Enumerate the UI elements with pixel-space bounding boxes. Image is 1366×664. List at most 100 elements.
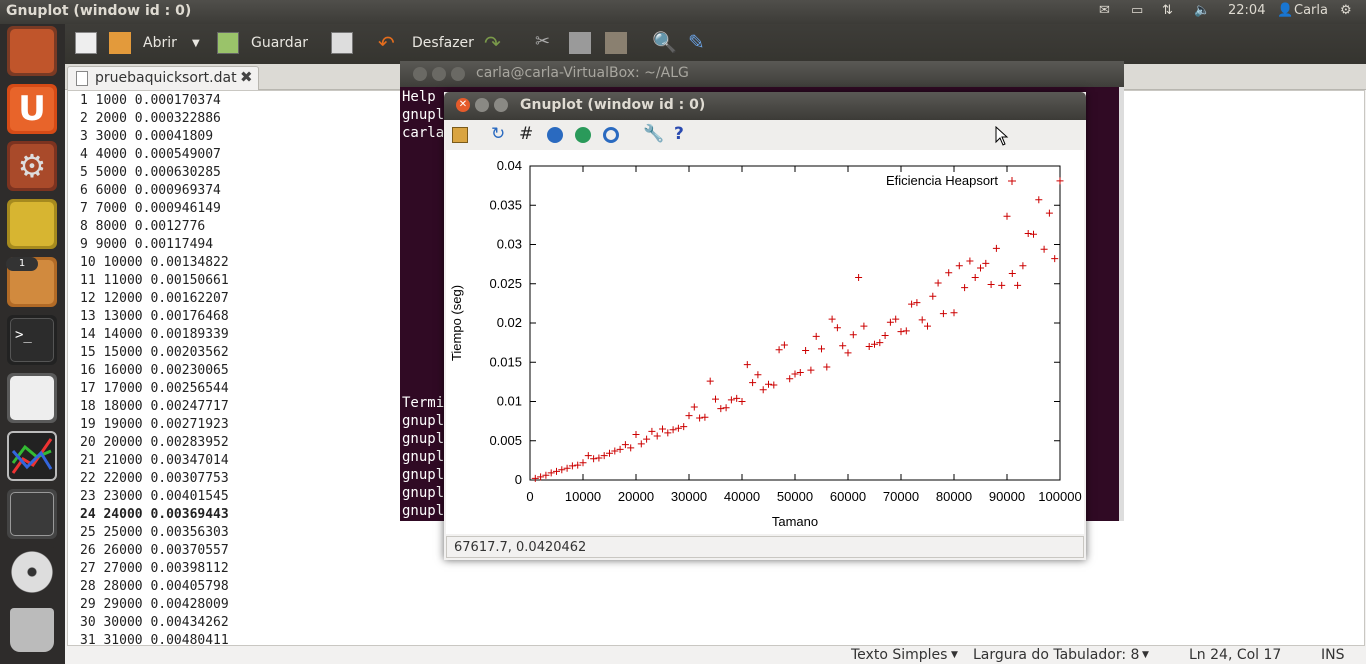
data-point[interactable] bbox=[690, 403, 698, 411]
help-icon[interactable]: ? bbox=[674, 124, 684, 144]
cut-icon[interactable]: ✂ bbox=[535, 31, 551, 52]
text-line[interactable]: 16 16000 0.00230065 bbox=[80, 363, 229, 378]
data-point[interactable] bbox=[770, 381, 778, 389]
data-point[interactable] bbox=[775, 346, 783, 354]
data-point[interactable] bbox=[918, 316, 926, 324]
data-point[interactable] bbox=[1051, 255, 1059, 263]
maximize-icon[interactable] bbox=[451, 67, 465, 81]
data-point[interactable] bbox=[871, 340, 878, 348]
data-point[interactable] bbox=[537, 473, 545, 481]
data-point[interactable] bbox=[669, 426, 677, 434]
data-point[interactable] bbox=[1030, 230, 1037, 238]
data-point[interactable] bbox=[897, 328, 905, 336]
data-point[interactable] bbox=[648, 427, 656, 435]
data-point[interactable] bbox=[1045, 209, 1053, 217]
data-point[interactable] bbox=[844, 349, 852, 357]
data-point[interactable] bbox=[616, 445, 624, 453]
data-point[interactable] bbox=[659, 425, 666, 433]
data-point[interactable] bbox=[807, 366, 815, 374]
text-line[interactable]: 14 14000 0.00189339 bbox=[80, 327, 229, 342]
data-point[interactable] bbox=[1019, 262, 1027, 270]
ubuntu-one-icon[interactable]: U bbox=[7, 84, 57, 134]
terminal-titlebar[interactable]: carla@carla-VirtualBox: ~/ALG bbox=[400, 61, 1124, 87]
data-point[interactable] bbox=[685, 412, 693, 420]
data-point[interactable] bbox=[632, 430, 640, 438]
data-point[interactable] bbox=[855, 273, 863, 281]
data-point[interactable] bbox=[839, 342, 847, 350]
teapot-icon[interactable] bbox=[7, 199, 57, 249]
text-line[interactable]: 26 26000 0.00370557 bbox=[80, 543, 229, 558]
data-point[interactable] bbox=[701, 413, 709, 421]
data-point[interactable] bbox=[706, 377, 714, 385]
data-point[interactable] bbox=[574, 461, 582, 469]
user-icon[interactable]: 👤 bbox=[1277, 3, 1294, 18]
data-point[interactable] bbox=[579, 459, 587, 467]
text-editor-icon[interactable] bbox=[7, 373, 57, 423]
text-line[interactable]: 21 21000 0.00347014 bbox=[80, 453, 229, 468]
data-point[interactable] bbox=[892, 315, 900, 323]
data-point[interactable] bbox=[696, 414, 704, 422]
terminal-icon[interactable]: >_ bbox=[7, 315, 57, 365]
data-point[interactable] bbox=[727, 396, 735, 404]
text-line[interactable]: 11 11000 0.00150661 bbox=[80, 273, 229, 288]
text-line[interactable]: 7 7000 0.000946149 bbox=[80, 201, 221, 216]
text-line[interactable]: 15 15000 0.00203562 bbox=[80, 345, 229, 360]
data-point[interactable] bbox=[1008, 270, 1016, 278]
chevron-down-icon[interactable]: ▼ bbox=[1142, 650, 1149, 660]
data-point[interactable] bbox=[924, 322, 931, 330]
syntax-selector[interactable]: Texto Simples bbox=[851, 647, 948, 663]
text-line[interactable]: 30 30000 0.00434262 bbox=[80, 615, 229, 630]
data-point[interactable] bbox=[977, 264, 984, 272]
system-settings-icon[interactable]: ⚙ bbox=[7, 141, 57, 191]
data-point[interactable] bbox=[606, 449, 613, 457]
network-icon[interactable]: ⇅ bbox=[1162, 3, 1173, 18]
data-point[interactable] bbox=[531, 474, 539, 482]
data-point[interactable] bbox=[1024, 230, 1032, 238]
data-point[interactable] bbox=[908, 300, 916, 308]
text-line[interactable]: 13 13000 0.00176468 bbox=[80, 309, 229, 324]
data-point[interactable] bbox=[818, 345, 825, 353]
minimize-icon[interactable] bbox=[432, 67, 446, 81]
close-icon[interactable]: ✕ bbox=[456, 98, 470, 112]
data-point[interactable] bbox=[982, 259, 990, 267]
redo-icon[interactable]: ↷ bbox=[484, 31, 501, 55]
data-point[interactable] bbox=[595, 454, 603, 462]
text-line[interactable]: 1 1000 0.000170374 bbox=[80, 93, 221, 108]
data-point[interactable] bbox=[796, 368, 804, 376]
gnuplot-titlebar[interactable]: ✕ Gnuplot (window id : 0) bbox=[444, 92, 1086, 120]
data-point[interactable] bbox=[966, 257, 974, 265]
text-line[interactable]: 9 9000 0.00117494 bbox=[80, 237, 214, 252]
workspace-switcher-icon[interactable] bbox=[7, 489, 57, 539]
data-point[interactable] bbox=[653, 432, 661, 440]
close-tab-icon[interactable]: ✖ bbox=[240, 68, 253, 86]
data-point[interactable] bbox=[754, 371, 762, 379]
data-point[interactable] bbox=[563, 464, 571, 472]
data-point[interactable] bbox=[865, 343, 873, 351]
data-point[interactable] bbox=[812, 332, 820, 340]
text-line[interactable]: 23 23000 0.00401545 bbox=[80, 489, 229, 504]
text-line[interactable]: 6 6000 0.000969374 bbox=[80, 183, 221, 198]
undo-icon[interactable]: ↶ bbox=[378, 31, 395, 55]
data-point[interactable] bbox=[786, 375, 794, 383]
text-line[interactable]: 17 17000 0.00256544 bbox=[80, 381, 229, 396]
data-point[interactable] bbox=[759, 386, 767, 394]
data-point[interactable] bbox=[568, 462, 576, 470]
data-point[interactable] bbox=[992, 244, 1000, 252]
data-point[interactable] bbox=[558, 466, 566, 474]
scatter-chart[interactable]: 0 0.005 0.01 0.015 0.02 0.025 0.03 0.035 0.04 0 10… bbox=[446, 150, 1084, 534]
data-point[interactable] bbox=[886, 318, 894, 326]
text-line[interactable]: 19 19000 0.00271923 bbox=[80, 417, 229, 432]
minimize-icon[interactable] bbox=[475, 98, 489, 112]
data-point[interactable] bbox=[1035, 196, 1043, 204]
new-document-icon[interactable] bbox=[75, 32, 97, 54]
data-point[interactable] bbox=[828, 315, 836, 323]
text-line[interactable]: 18 18000 0.00247717 bbox=[80, 399, 229, 414]
paste-icon[interactable] bbox=[605, 32, 627, 54]
data-point[interactable] bbox=[971, 273, 979, 281]
data-point[interactable] bbox=[1003, 212, 1011, 220]
data-point[interactable] bbox=[600, 452, 608, 460]
text-line[interactable]: 4 4000 0.000549007 bbox=[80, 147, 221, 162]
save-button[interactable]: Guardar bbox=[251, 35, 309, 51]
text-line[interactable]: 10 10000 0.00134822 bbox=[80, 255, 229, 270]
save-icon[interactable] bbox=[217, 32, 239, 54]
